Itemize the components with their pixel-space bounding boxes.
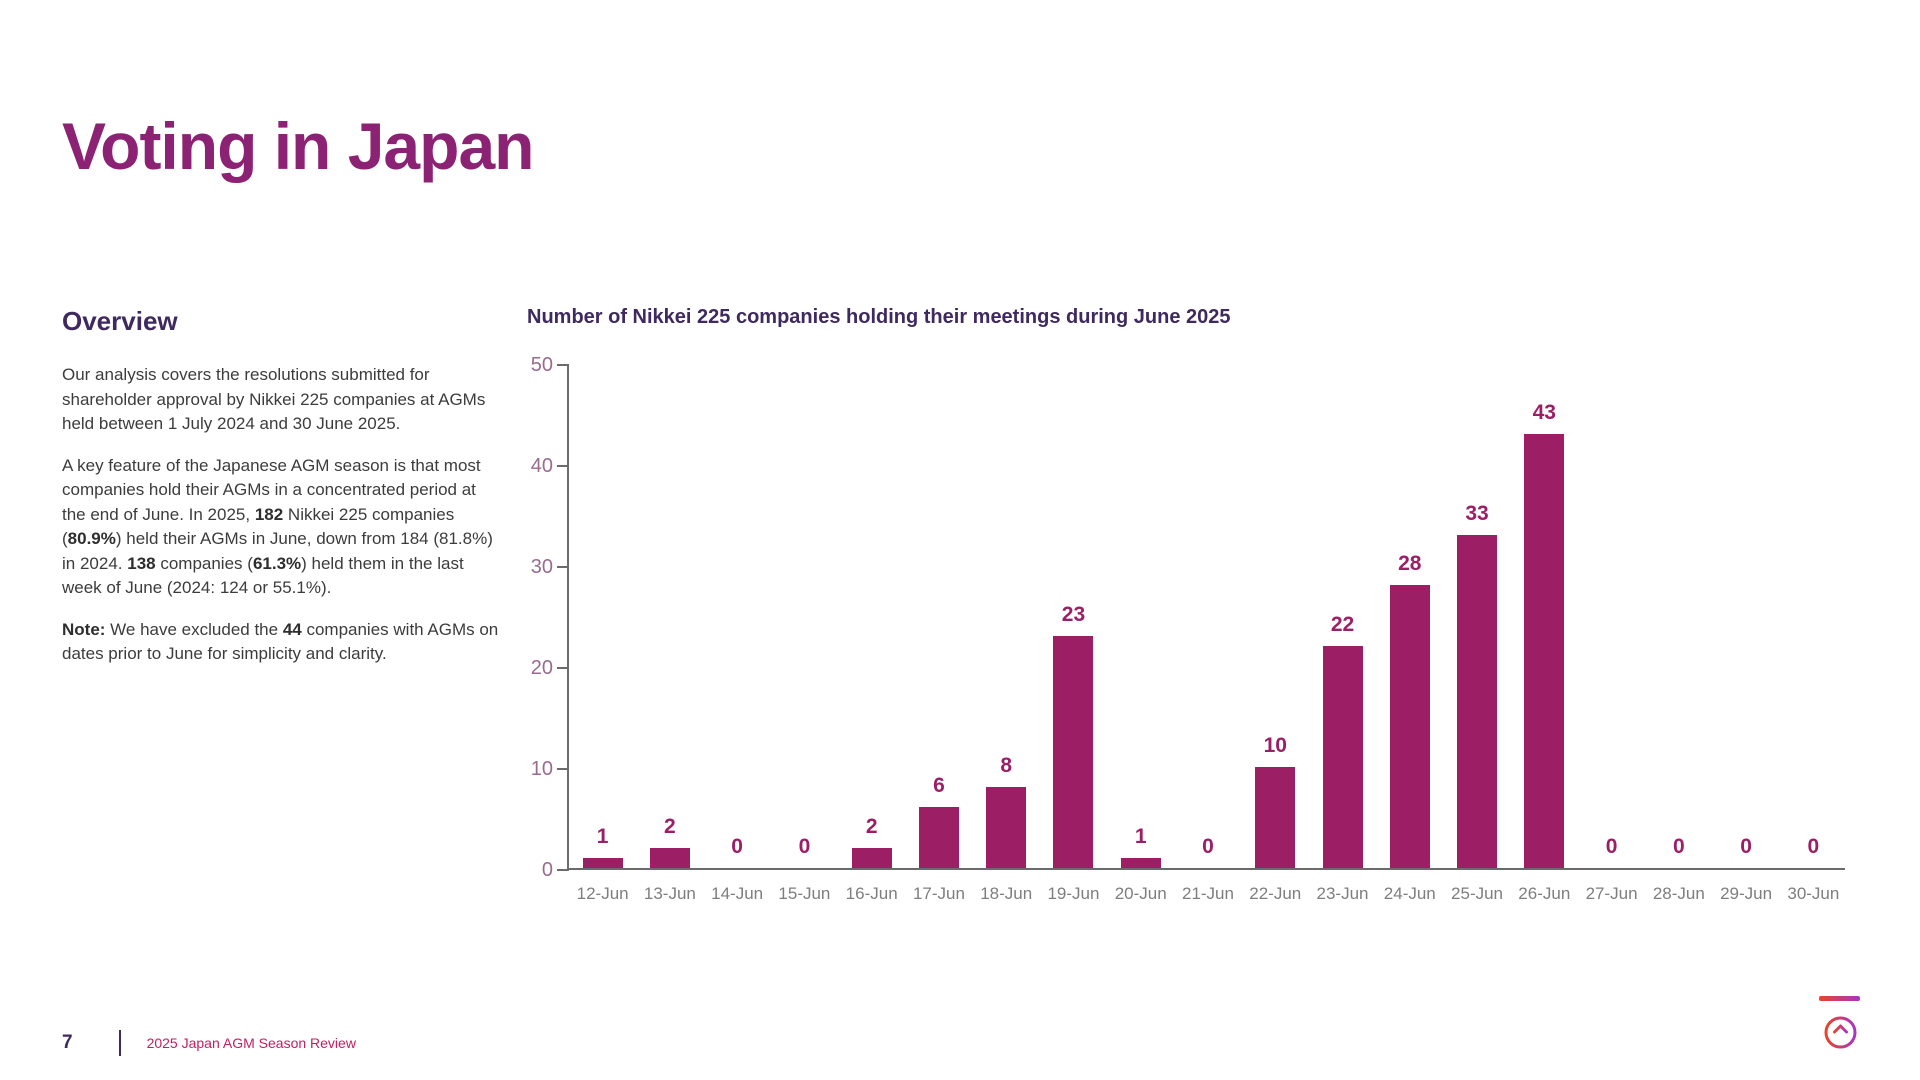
y-axis-tick-mark xyxy=(557,566,569,568)
bar-value-label: 8 xyxy=(1000,754,1013,778)
y-axis-tick-mark xyxy=(557,667,569,669)
bar-value-label: 1 xyxy=(1134,824,1147,848)
chart-title: Number of Nikkei 225 companies holding t… xyxy=(527,306,1231,328)
corner-navigation xyxy=(1818,996,1862,1054)
bar-13-Jun xyxy=(649,847,690,868)
bar-18-Jun xyxy=(986,787,1027,868)
x-axis-tick-label: 30-Jun xyxy=(1787,884,1840,903)
x-axis-tick-label: 14-Jun xyxy=(711,884,764,903)
bar-value-label: 2 xyxy=(664,814,676,838)
bar-value-label: 0 xyxy=(1202,835,1214,858)
x-axis-tick-label: 26-Jun xyxy=(1518,884,1571,903)
bar-24-Jun xyxy=(1389,585,1430,868)
bar-22-Jun xyxy=(1255,767,1296,868)
y-axis-tick-label: 20 xyxy=(530,657,553,679)
x-axis-tick-label: 28-Jun xyxy=(1652,884,1705,903)
y-axis-tick-label: 40 xyxy=(530,455,553,477)
bar-value-label: 10 xyxy=(1263,734,1287,757)
x-axis-tick-label: 19-Jun xyxy=(1047,884,1100,903)
footer-report-title: 2025 Japan AGM Season Review xyxy=(146,1035,356,1051)
bar-value-label: 1 xyxy=(596,824,609,848)
footer-divider xyxy=(118,1030,121,1056)
overview-paragraph: Note: We have excluded the 44 companies … xyxy=(62,619,499,664)
bar-value-label: 6 xyxy=(933,774,945,798)
bar-23-Jun xyxy=(1322,645,1363,868)
overview-paragraph: A key feature of the Japanese AGM season… xyxy=(62,455,493,598)
bar-value-label: 0 xyxy=(1672,835,1685,858)
bar-value-label: 22 xyxy=(1330,612,1355,636)
bar-value-label: 43 xyxy=(1532,400,1556,424)
y-axis-tick-mark xyxy=(557,465,569,467)
bar-20-Jun xyxy=(1120,857,1161,868)
footer: 7 2025 Japan AGM Season Review xyxy=(62,1030,356,1056)
chart-plot: 0 10 20 30 40 50 1 12-Jun 2 13-Jun 0 14-Jun 0 15-Jun 2… xyxy=(531,354,1845,903)
y-axis-tick-label: 10 xyxy=(530,758,553,780)
bar-value-label: 2 xyxy=(865,814,878,838)
bar-12-Jun xyxy=(582,857,623,868)
bar-value-label: 0 xyxy=(1605,835,1618,858)
overview-heading: Overview xyxy=(62,306,178,336)
y-axis-tick-mark xyxy=(557,869,569,871)
x-axis-tick-label: 23-Jun xyxy=(1316,884,1369,903)
page-number: 7 xyxy=(62,1032,73,1053)
x-axis-tick-label: 12-Jun xyxy=(576,884,629,903)
circle-arrow-up-icon[interactable] xyxy=(1824,1016,1857,1049)
gradient-accent-line xyxy=(1819,996,1860,1001)
bar-value-label: 0 xyxy=(731,835,743,858)
y-axis-tick-label: 0 xyxy=(541,859,553,881)
overview-section: Overview Our analysis covers the resolut… xyxy=(62,306,500,684)
x-axis-tick-label: 15-Jun xyxy=(778,884,831,903)
y-axis-tick-label: 30 xyxy=(530,556,553,578)
y-axis-tick-mark xyxy=(557,768,569,770)
bar-19-Jun xyxy=(1053,635,1094,868)
bar-value-label: 0 xyxy=(798,835,811,858)
bar-value-label: 23 xyxy=(1061,602,1086,626)
bar-value-label: 0 xyxy=(1740,835,1752,858)
x-axis-tick-label: 25-Jun xyxy=(1451,884,1504,903)
y-axis-tick-label: 50 xyxy=(530,354,553,376)
y-axis-tick-mark xyxy=(557,364,569,366)
bar-value-label: 28 xyxy=(1398,552,1422,576)
x-axis-tick-label: 20-Jun xyxy=(1114,884,1167,903)
x-axis-tick-label: 24-Jun xyxy=(1383,884,1436,903)
overview-paragraphs: Our analysis covers the resolutions subm… xyxy=(62,363,500,667)
overview-paragraph: Our analysis covers the resolutions subm… xyxy=(62,365,486,433)
x-axis-tick-label: 17-Jun xyxy=(912,884,965,903)
x-axis-tick-label: 16-Jun xyxy=(845,884,898,903)
bar-value-label: 33 xyxy=(1465,501,1489,525)
x-axis-tick-label: 21-Jun xyxy=(1181,884,1234,903)
bar-17-Jun xyxy=(918,807,959,868)
x-axis-tick-label: 29-Jun xyxy=(1720,884,1773,903)
x-axis-tick-label: 22-Jun xyxy=(1249,884,1302,903)
page-title: Voting in Japan xyxy=(62,109,534,183)
x-axis-tick-label: 27-Jun xyxy=(1585,884,1638,903)
bar-26-Jun xyxy=(1524,433,1565,868)
bar-16-Jun xyxy=(851,847,892,868)
x-axis-tick-label: 18-Jun xyxy=(980,884,1033,903)
bar-25-Jun xyxy=(1457,534,1498,868)
bar-value-label: 0 xyxy=(1807,835,1820,858)
x-axis-tick-label: 13-Jun xyxy=(643,884,696,903)
